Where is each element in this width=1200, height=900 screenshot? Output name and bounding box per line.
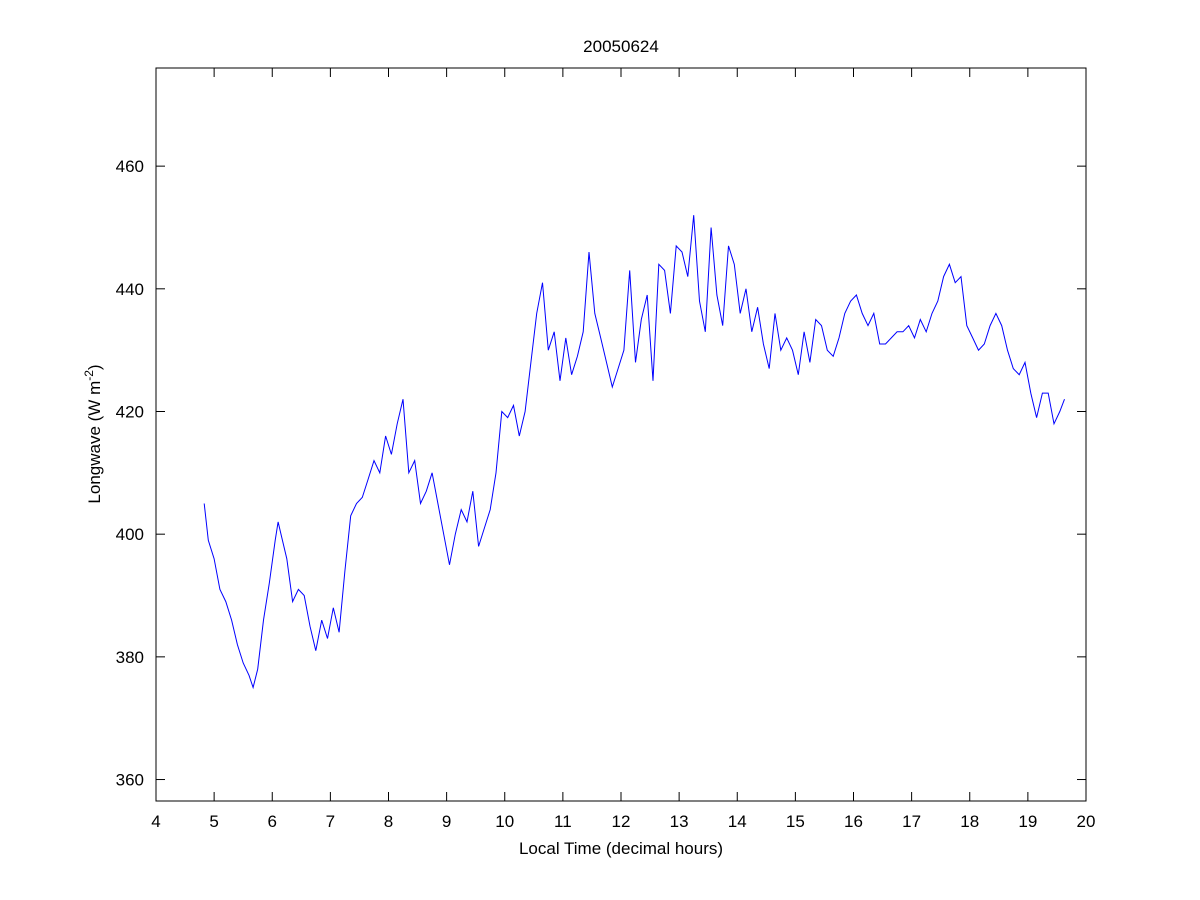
y-tick-label: 360 [116, 771, 144, 790]
x-tick-label: 17 [902, 812, 921, 831]
x-tick-label: 13 [670, 812, 689, 831]
x-tick-label: 9 [442, 812, 451, 831]
y-axis-label-superscript: -2 [82, 370, 96, 381]
x-tick-label: 18 [960, 812, 979, 831]
x-tick-label: 19 [1018, 812, 1037, 831]
y-tick-label: 400 [116, 525, 144, 544]
y-tick-labels: 360 380 400 420 440 460 [116, 157, 144, 789]
x-axis-label: Local Time (decimal hours) [519, 839, 723, 858]
y-tick-label: 460 [116, 157, 144, 176]
y-tick-label: 420 [116, 402, 144, 421]
tick-marks [155, 68, 1087, 801]
x-tick-label: 15 [786, 812, 805, 831]
x-tick-labels: 4 5 6 7 8 9 10 11 12 13 14 15 16 17 18 19 20 [151, 812, 1095, 831]
x-tick-label: 4 [151, 812, 160, 831]
x-tick-label: 14 [728, 812, 747, 831]
y-tick-label: 380 [116, 648, 144, 667]
chart-title: 20050624 [583, 37, 659, 56]
x-tick-label: 8 [384, 812, 393, 831]
series-line [203, 215, 1065, 690]
x-tick-label: 20 [1077, 812, 1096, 831]
y-axis-label-tail: ) [85, 364, 104, 370]
y-tick-label: 440 [116, 280, 144, 299]
x-tick-label: 5 [209, 812, 218, 831]
x-tick-label: 11 [554, 812, 572, 831]
plot-area [155, 67, 1087, 802]
x-tick-label: 7 [326, 812, 335, 831]
y-axis-label: Longwave (W m-2) [82, 364, 104, 503]
x-tick-label: 10 [495, 812, 514, 831]
x-tick-label: 6 [268, 812, 277, 831]
y-axis-label-base: Longwave (W m [85, 381, 104, 504]
x-tick-label: 12 [612, 812, 631, 831]
x-tick-label: 16 [844, 812, 863, 831]
